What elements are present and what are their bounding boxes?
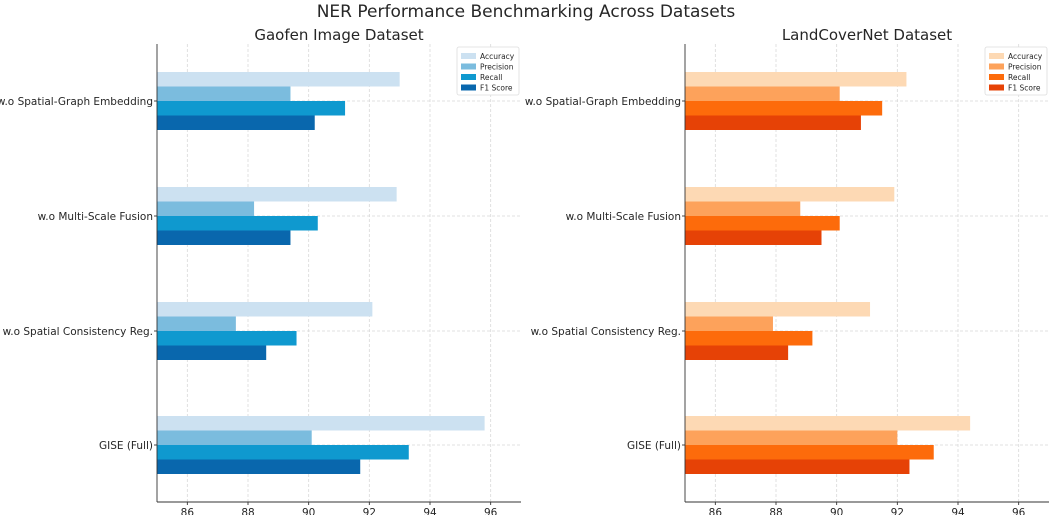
bar-gaofen-accuracy-2 xyxy=(157,302,373,317)
bar-landcovernet-accuracy-2 xyxy=(685,302,871,317)
legend-label: Recall xyxy=(1008,73,1030,82)
bar-landcovernet-recall-0 xyxy=(685,101,883,116)
x-tick-label: 92 xyxy=(891,507,904,515)
legend-label: Accuracy xyxy=(1008,52,1043,61)
x-tick-label: 94 xyxy=(951,507,965,515)
chart-title-landcovernet: LandCoverNet Dataset xyxy=(782,26,952,44)
x-tick-label: 86 xyxy=(709,507,723,515)
legend-label: Recall xyxy=(480,73,502,82)
legend-label: F1 Score xyxy=(1008,84,1041,93)
bar-gaofen-accuracy-3 xyxy=(157,416,485,431)
x-tick-label: 92 xyxy=(363,507,376,515)
bar-landcovernet-precision-0 xyxy=(685,86,840,101)
legend-swatch xyxy=(989,74,1004,80)
bar-landcovernet-accuracy-3 xyxy=(685,416,971,431)
bar-landcovernet-f1-score-2 xyxy=(685,345,789,360)
y-tick-label: w.o Multi-Scale Fusion xyxy=(38,211,153,223)
bar-gaofen-accuracy-0 xyxy=(157,72,400,87)
bar-landcovernet-recall-1 xyxy=(685,216,840,231)
bar-gaofen-f1-score-0 xyxy=(157,115,315,130)
bar-gaofen-recall-1 xyxy=(157,216,318,231)
bar-gaofen-precision-2 xyxy=(157,316,236,331)
bar-landcovernet-recall-2 xyxy=(685,331,813,346)
bar-gaofen-precision-0 xyxy=(157,86,291,101)
bar-gaofen-accuracy-1 xyxy=(157,187,397,202)
bar-landcovernet-recall-3 xyxy=(685,445,934,460)
bar-landcovernet-precision-1 xyxy=(685,201,801,216)
x-tick-label: 90 xyxy=(302,507,315,515)
x-tick-label: 94 xyxy=(423,507,437,515)
legend-swatch xyxy=(989,84,1004,91)
x-tick-label: 86 xyxy=(181,507,195,515)
y-tick-label: w.o Multi-Scale Fusion xyxy=(566,211,681,223)
bar-landcovernet-precision-3 xyxy=(685,430,898,445)
bar-landcovernet-f1-score-1 xyxy=(685,230,822,245)
legend-swatch xyxy=(461,84,476,91)
figure-suptitle: NER Performance Benchmarking Across Data… xyxy=(317,2,736,22)
legend-label: Precision xyxy=(480,63,514,72)
y-tick-label: w.o Spatial Consistency Reg. xyxy=(3,326,153,338)
y-tick-label: GISE (Full) xyxy=(99,440,153,452)
bar-landcovernet-precision-2 xyxy=(685,316,773,331)
y-tick-label: GISE (Full) xyxy=(627,440,681,452)
y-tick-label: w.o Spatial-Graph Embedding xyxy=(525,96,681,108)
legend-swatch xyxy=(989,53,1004,59)
legend-label: Precision xyxy=(1008,63,1042,72)
chart-title-gaofen: Gaofen Image Dataset xyxy=(254,26,423,44)
legend-swatch xyxy=(461,63,476,70)
bar-gaofen-recall-3 xyxy=(157,445,409,460)
chart-panel-gaofen: Gaofen Image Dataset w.o Spatial-Graph Em… xyxy=(0,26,521,515)
x-tick-label: 88 xyxy=(769,507,782,515)
bar-gaofen-f1-score-3 xyxy=(157,459,361,474)
bar-gaofen-recall-0 xyxy=(157,101,346,116)
x-tick-label: 90 xyxy=(830,507,843,515)
bar-gaofen-precision-1 xyxy=(157,201,255,216)
bar-gaofen-f1-score-2 xyxy=(157,345,267,360)
legend-swatch xyxy=(989,63,1004,70)
x-tick-label: 96 xyxy=(484,507,498,515)
legend-label: Accuracy xyxy=(480,52,515,61)
bar-landcovernet-f1-score-0 xyxy=(685,115,861,130)
y-tick-label: w.o Spatial Consistency Reg. xyxy=(531,326,681,338)
bar-landcovernet-accuracy-1 xyxy=(685,187,895,202)
y-tick-label: w.o Spatial-Graph Embedding xyxy=(0,96,153,108)
bar-landcovernet-f1-score-3 xyxy=(685,459,910,474)
bar-gaofen-f1-score-1 xyxy=(157,230,291,245)
legend-label: F1 Score xyxy=(480,84,513,93)
bar-gaofen-precision-3 xyxy=(157,430,312,445)
legend-swatch xyxy=(461,53,476,59)
x-tick-label: 88 xyxy=(241,507,254,515)
x-tick-label: 96 xyxy=(1012,507,1026,515)
legend-swatch xyxy=(461,74,476,80)
bar-gaofen-recall-2 xyxy=(157,331,297,346)
bar-landcovernet-accuracy-0 xyxy=(685,72,907,87)
chart-panel-landcovernet: LandCoverNet Dataset w.o Spatial-Graph Em… xyxy=(525,26,1049,515)
